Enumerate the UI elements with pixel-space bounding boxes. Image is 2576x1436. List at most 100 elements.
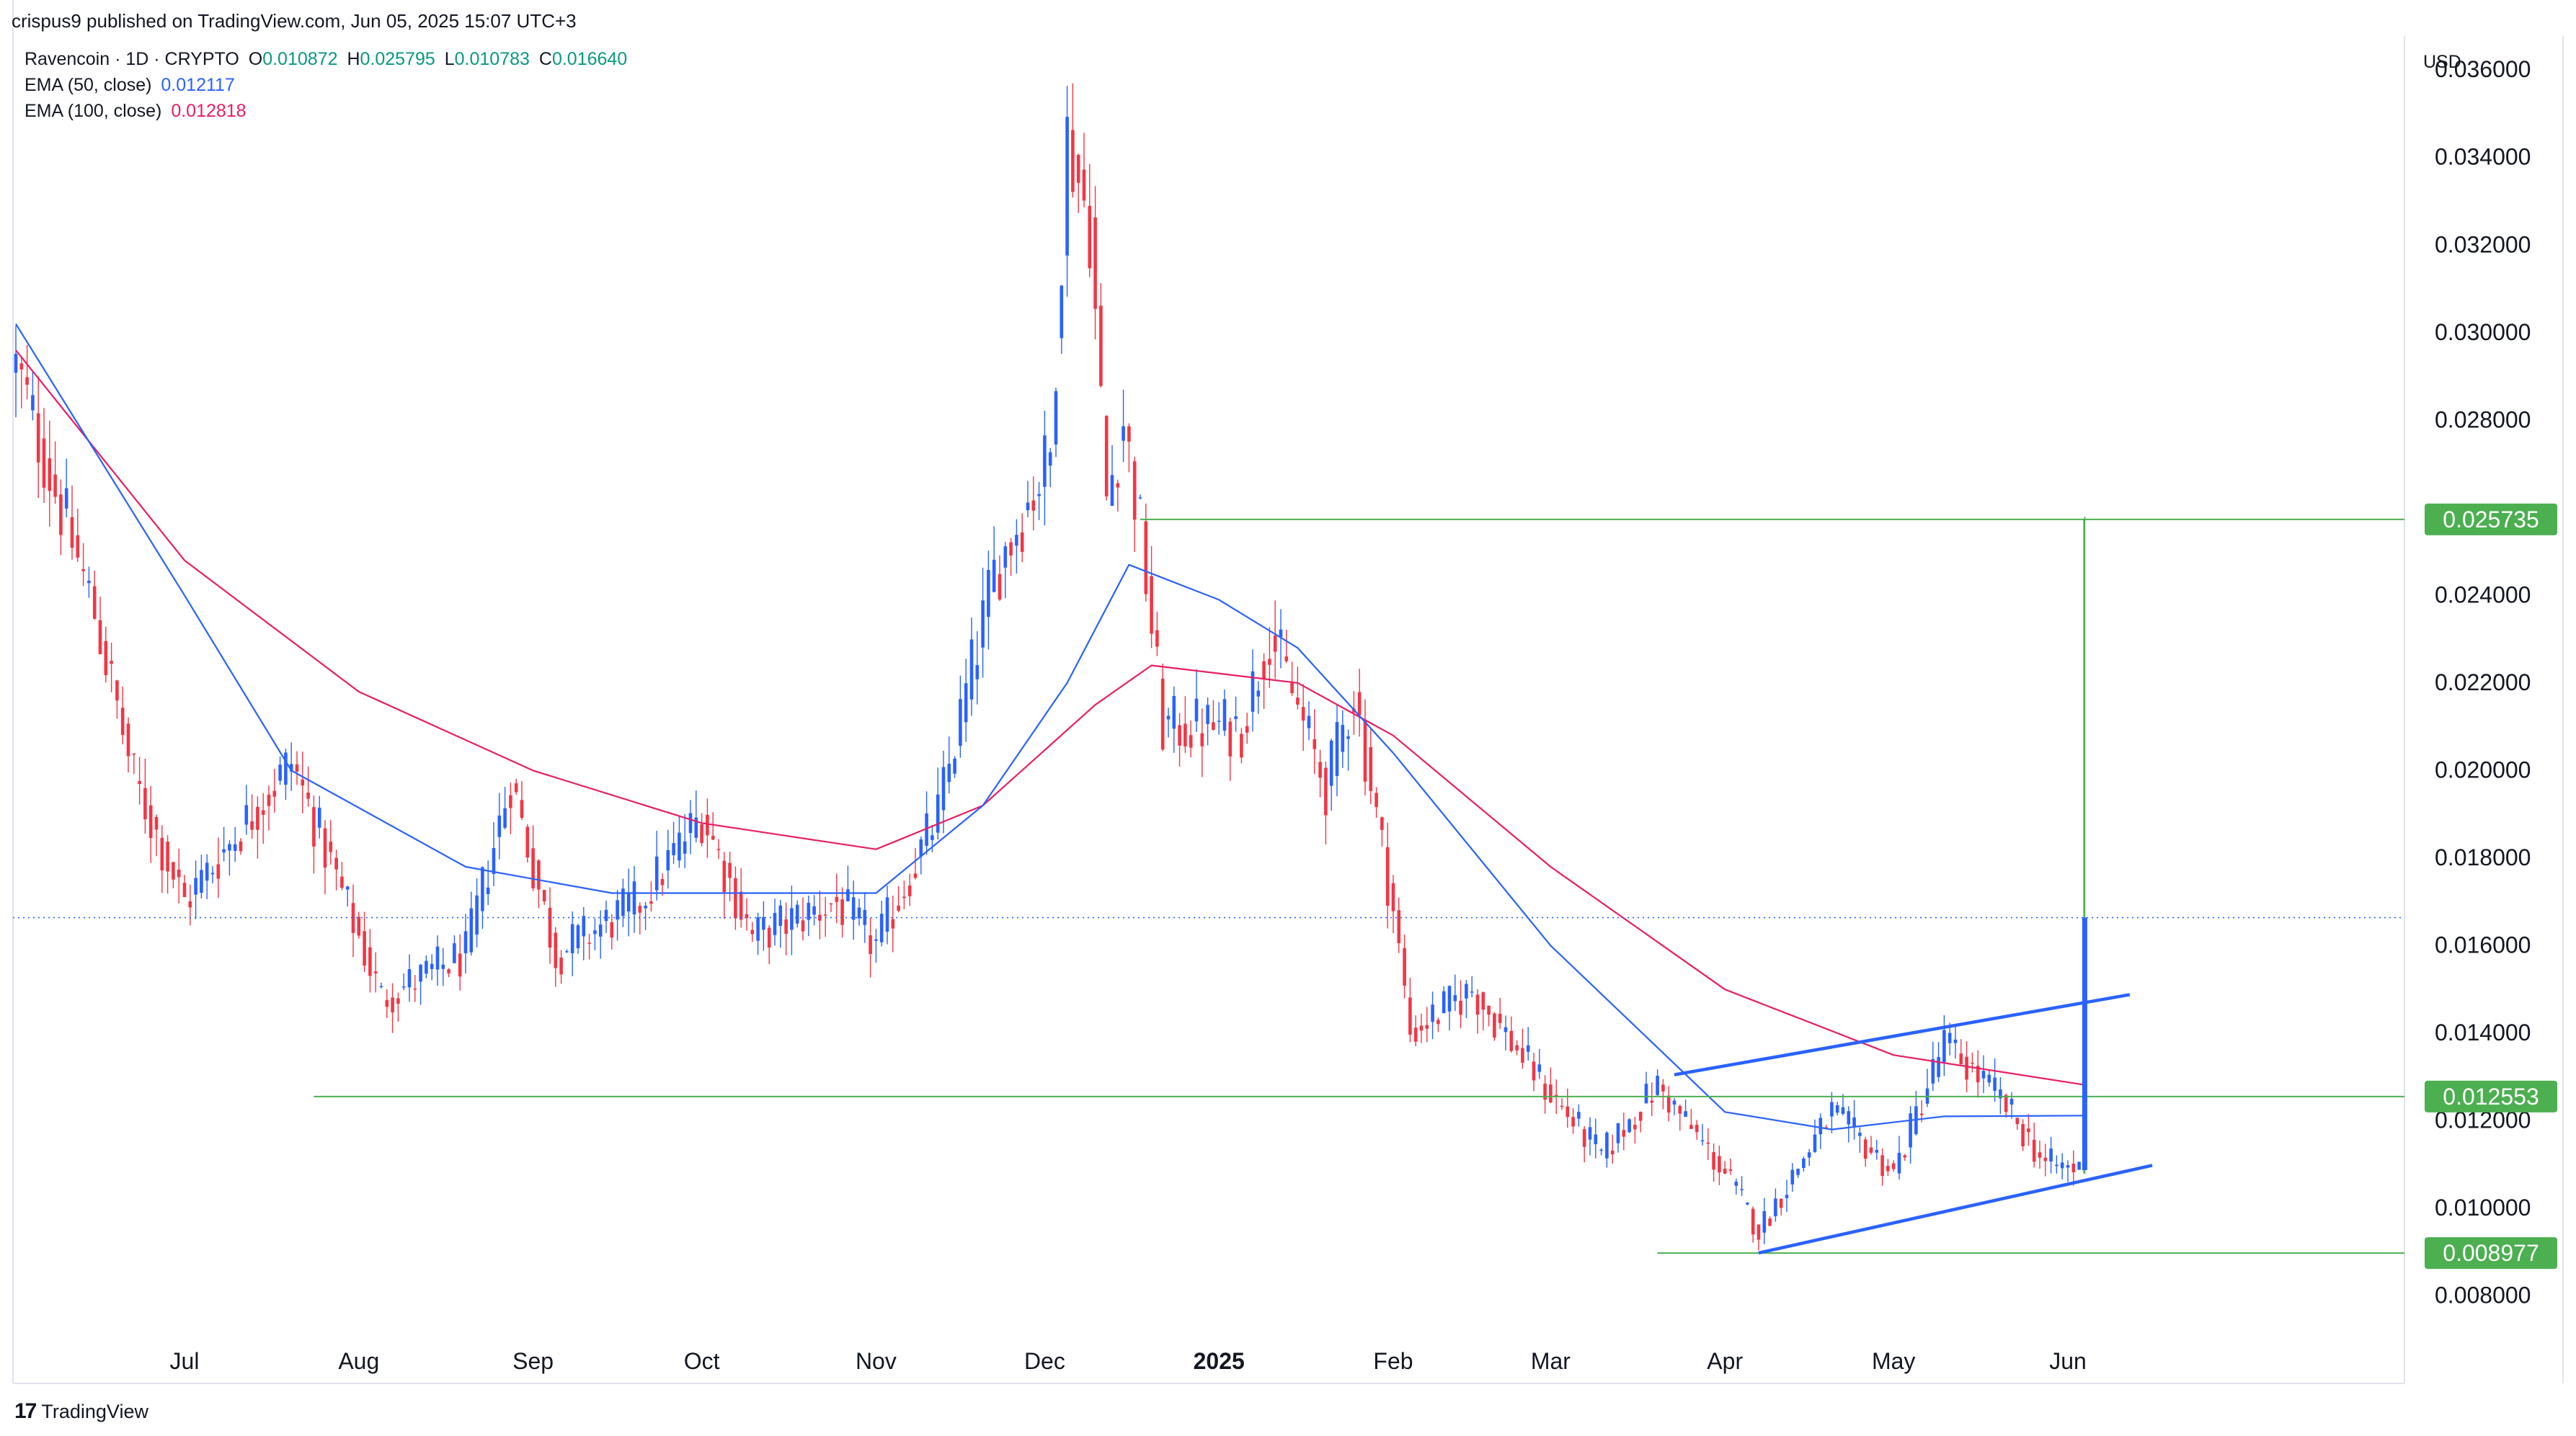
candle-body	[1599, 1149, 1603, 1151]
candle-body	[666, 849, 670, 870]
candle-body	[1863, 1139, 1867, 1159]
candle-body	[762, 917, 765, 930]
candle-body	[441, 964, 445, 969]
candle-body	[1234, 716, 1238, 719]
candle-body	[1919, 1113, 1924, 1115]
candle-body	[885, 897, 889, 932]
candle-body	[503, 808, 507, 828]
candle-body	[795, 904, 799, 924]
candle-body	[987, 570, 990, 617]
candle-body	[616, 900, 619, 920]
candle-body	[1965, 1056, 1968, 1080]
x-tick-label: Jun	[2049, 1348, 2087, 1374]
candle-body	[644, 906, 647, 909]
candle-body	[1706, 1142, 1710, 1144]
candle-body	[2032, 1139, 2036, 1162]
candle-body	[1020, 532, 1024, 553]
candle-body	[1532, 1061, 1536, 1081]
candle-body	[1835, 1105, 1839, 1113]
candle-body	[48, 458, 52, 491]
channel-lower-line	[1758, 1164, 2153, 1255]
candle-body	[481, 867, 484, 911]
y-tick-label: 0.014000	[2435, 1020, 2531, 1045]
candle-body	[694, 817, 698, 838]
candle-body	[1442, 991, 1446, 1014]
candle-body	[790, 908, 794, 930]
candle-body	[1031, 500, 1036, 511]
candle-body	[312, 807, 316, 847]
y-tick-label: 0.024000	[2435, 581, 2531, 607]
candle-body	[1397, 910, 1401, 944]
candle-body	[537, 860, 541, 890]
candle-body	[1160, 678, 1165, 750]
candle-body	[773, 913, 777, 935]
candle-body	[334, 857, 338, 870]
candle-body	[823, 914, 827, 916]
candle-body	[1329, 740, 1333, 786]
candle-body	[807, 903, 811, 920]
x-tick-label: Aug	[338, 1348, 379, 1374]
candle-body	[36, 413, 40, 463]
candle-body	[1296, 697, 1300, 705]
candle-body	[1189, 735, 1193, 748]
candle-body	[1206, 705, 1209, 724]
candle-body	[1661, 1084, 1665, 1092]
candle-body	[301, 779, 305, 786]
x-tick-label: 2025	[1194, 1348, 1245, 1374]
candle-body	[1357, 692, 1362, 715]
ema50-value: 0.012117	[161, 75, 235, 95]
close-value: 0.016640	[551, 49, 628, 69]
candle-body	[576, 925, 580, 949]
candle-body	[700, 824, 703, 844]
high-value: 0.025795	[360, 49, 435, 69]
candle-body	[1560, 1105, 1564, 1107]
candle-body	[1903, 1155, 1907, 1158]
candle-body	[2055, 1164, 2058, 1167]
candle-body	[1762, 1211, 1767, 1233]
candle-body	[851, 897, 856, 920]
candle-body	[565, 951, 569, 953]
legend-symbol-row: Ravencoin · 1D · CRYPTO O0.010872 H0.025…	[25, 46, 631, 72]
x-tick-label: May	[1872, 1348, 1915, 1374]
candle-body	[1251, 671, 1255, 712]
candle-body	[1380, 817, 1384, 830]
candle-body	[340, 876, 344, 888]
candle-body	[87, 580, 91, 584]
candle-body	[1313, 739, 1317, 749]
candle-body	[2009, 1098, 2014, 1105]
candle-body	[1656, 1076, 1659, 1095]
candle-body	[1144, 521, 1148, 594]
candle-body	[936, 794, 940, 833]
candle-body	[1088, 205, 1092, 269]
candle-body	[1931, 1058, 1935, 1084]
candle-body	[1054, 391, 1058, 445]
candle-body	[413, 989, 417, 990]
candle-body	[317, 807, 321, 828]
currency-selector[interactable]: USD	[2423, 52, 2461, 72]
candle-body	[931, 835, 934, 840]
candle-body	[688, 813, 693, 834]
candle-body	[1419, 1025, 1424, 1031]
candle-body	[582, 916, 586, 937]
candle-body	[672, 843, 675, 856]
candle-body	[19, 363, 24, 370]
candle-body	[1341, 725, 1345, 752]
candle-body	[649, 901, 653, 904]
candle-body	[1847, 1111, 1851, 1125]
candle-body	[42, 438, 46, 488]
candle-body	[368, 947, 372, 976]
candle-body	[1633, 1125, 1637, 1130]
candle-body	[1363, 720, 1367, 782]
candle-body	[1132, 461, 1137, 520]
candle-body	[1122, 426, 1125, 441]
candle-body	[1116, 483, 1120, 488]
candle-body	[1852, 1117, 1856, 1127]
ema100-label: EMA (100, close)	[25, 101, 162, 121]
x-tick-label: Mar	[1531, 1348, 1571, 1374]
candle-body	[205, 862, 209, 881]
candle-body	[514, 783, 518, 793]
candle-body	[1324, 767, 1328, 816]
candle-body	[1689, 1125, 1693, 1129]
